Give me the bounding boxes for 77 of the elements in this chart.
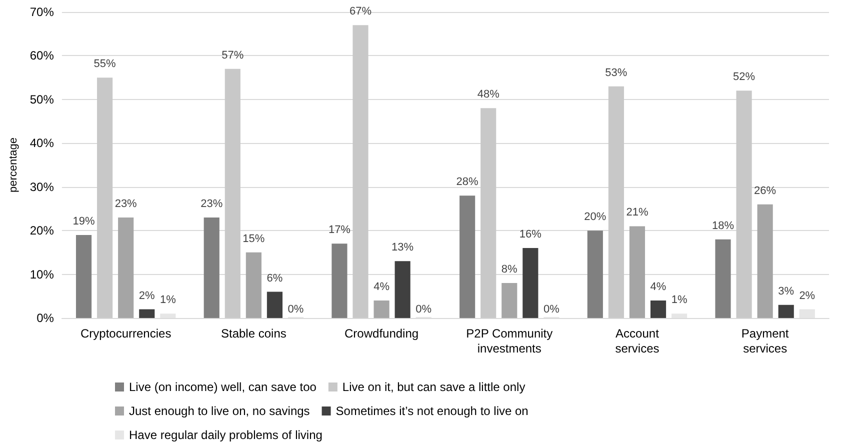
bar bbox=[246, 252, 262, 318]
data-label: 16% bbox=[519, 228, 542, 241]
data-label: 18% bbox=[712, 220, 734, 232]
data-label: 4% bbox=[374, 281, 390, 294]
x-tick-label: Payment services bbox=[741, 326, 790, 356]
bar bbox=[608, 86, 624, 318]
data-label: 57% bbox=[222, 49, 244, 62]
bar bbox=[715, 239, 731, 318]
data-label: 48% bbox=[477, 88, 500, 101]
bar bbox=[118, 217, 134, 318]
bar bbox=[587, 230, 603, 318]
x-tick-label: Account services bbox=[615, 326, 660, 356]
data-label: 4% bbox=[650, 281, 666, 294]
bar bbox=[480, 108, 496, 318]
bar bbox=[757, 204, 773, 318]
data-label: 13% bbox=[392, 242, 414, 254]
bar bbox=[139, 309, 155, 318]
bar bbox=[374, 300, 390, 318]
bar bbox=[736, 90, 752, 318]
data-label: 20% bbox=[584, 211, 606, 224]
data-label: 53% bbox=[605, 66, 628, 79]
bar bbox=[522, 248, 538, 318]
y-tick-label: 0% bbox=[36, 311, 54, 325]
data-label: 0% bbox=[288, 304, 304, 316]
data-label: 21% bbox=[626, 206, 648, 219]
data-label: 8% bbox=[501, 264, 518, 276]
bar bbox=[629, 226, 646, 318]
y-axis-title: percentage bbox=[8, 137, 20, 193]
bar bbox=[160, 314, 176, 318]
legend-label: Just enough to live on, no savings bbox=[129, 404, 310, 418]
y-tick-label: 30% bbox=[30, 180, 54, 194]
y-tick-label: 70% bbox=[30, 5, 54, 19]
x-tick-label: Cryptocurrencies bbox=[80, 326, 172, 340]
data-label: 52% bbox=[733, 71, 756, 84]
legend-label: Have regular daily problems of living bbox=[129, 428, 322, 442]
legend-label: Sometimes it’s not enough to live on bbox=[336, 404, 528, 418]
bar bbox=[502, 283, 518, 318]
bar bbox=[394, 261, 410, 318]
data-label: 0% bbox=[416, 304, 432, 316]
y-tick-label: 50% bbox=[30, 92, 54, 106]
data-label: 0% bbox=[544, 304, 560, 316]
legend-label: Live on it, but can save a little only bbox=[342, 380, 526, 394]
bar bbox=[224, 68, 240, 318]
data-label: 19% bbox=[72, 215, 95, 228]
bar bbox=[460, 196, 476, 318]
data-label: 67% bbox=[349, 6, 372, 18]
data-label: 2% bbox=[138, 290, 156, 302]
bar bbox=[204, 217, 220, 318]
bar bbox=[332, 244, 348, 318]
data-label: 28% bbox=[456, 176, 479, 188]
data-label: 1% bbox=[671, 294, 688, 306]
y-tick-label: 60% bbox=[30, 48, 54, 63]
data-label: 1% bbox=[160, 294, 176, 306]
data-label: 26% bbox=[754, 184, 776, 197]
y-tick-label: 20% bbox=[30, 224, 54, 238]
bar bbox=[799, 309, 815, 318]
bar bbox=[650, 300, 666, 318]
data-label: 15% bbox=[242, 232, 265, 245]
legend-label: Live (on income) well, can save too bbox=[129, 380, 317, 394]
bar bbox=[352, 25, 368, 318]
x-tick-label: Crowdfunding bbox=[344, 326, 419, 340]
data-label: 23% bbox=[114, 198, 138, 210]
bar bbox=[76, 234, 92, 318]
y-tick-label: 40% bbox=[30, 136, 54, 150]
x-tick-label: P2P Community investments bbox=[466, 326, 553, 356]
x-tick-label: Stable coins bbox=[221, 326, 286, 340]
data-label: 3% bbox=[778, 285, 794, 298]
data-label: 2% bbox=[799, 290, 816, 302]
bar bbox=[672, 314, 688, 318]
data-label: 17% bbox=[328, 224, 351, 236]
bar bbox=[97, 78, 113, 318]
y-tick-label: 10% bbox=[30, 267, 54, 282]
data-label: 55% bbox=[94, 58, 116, 70]
data-label: 6% bbox=[266, 272, 283, 284]
bar bbox=[778, 304, 794, 318]
data-label: 23% bbox=[200, 198, 223, 210]
bar bbox=[266, 292, 283, 318]
